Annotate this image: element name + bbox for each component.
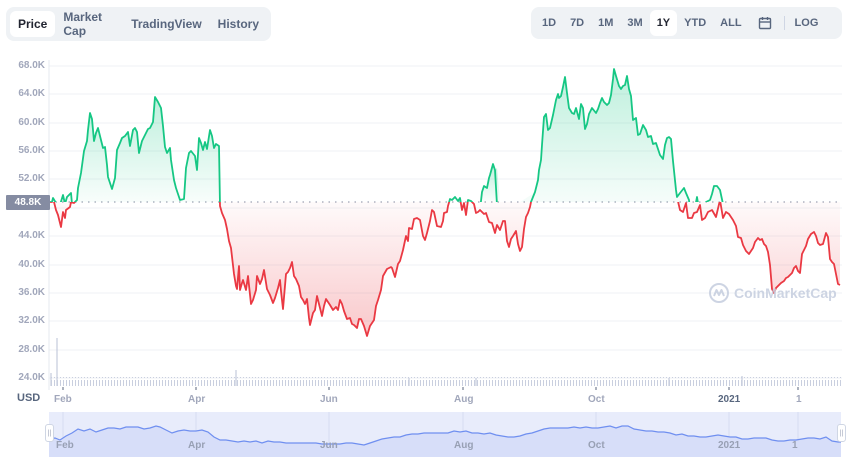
navigator-chart [48, 412, 841, 457]
navigator-x-tick: 1 [792, 440, 798, 451]
y-tick: 44.0K [18, 230, 45, 241]
navigator-x-tick: Aug [454, 440, 474, 451]
range-1d[interactable]: 1D [542, 17, 557, 29]
x-tick: Feb [54, 394, 72, 405]
navigator-left-handle[interactable]: || [45, 424, 54, 442]
price-line-down [49, 202, 841, 337]
range-ytd[interactable]: YTD [684, 17, 707, 29]
y-tick: 56.0K [18, 145, 45, 156]
y-tick: 32.0K [18, 315, 45, 326]
navigator-x-tick: Jun [320, 440, 338, 451]
navigator-x-tick: Oct [588, 440, 605, 451]
volume-bars-fill [50, 377, 842, 386]
range-3m[interactable]: 3M [627, 17, 643, 29]
watermark-text: CoinMarketCap [734, 285, 837, 301]
y-tick: 60.0K [18, 117, 45, 128]
grip-icon: || [47, 429, 52, 437]
range-1y[interactable]: 1Y [649, 10, 678, 36]
x-tick: Aug [454, 394, 474, 405]
x-tick: Apr [188, 394, 206, 405]
y-tick: 28.0K [18, 344, 45, 355]
y-tick: 64.0K [18, 88, 45, 99]
date-range-button[interactable] [749, 10, 781, 36]
divider [783, 16, 785, 30]
range-tabs: 1D 7D 1M 3M 1Y YTD ALL LOG [531, 7, 842, 39]
x-tick: 1 [796, 394, 802, 405]
coinmarketcap-logo-icon [709, 283, 729, 303]
range-1m[interactable]: 1M [598, 17, 614, 29]
x-tick: Jun [320, 394, 338, 405]
navigator-x-tick: 2021 [718, 440, 741, 451]
watermark: CoinMarketCap [708, 282, 837, 304]
tab-tradingview[interactable]: TradingView [131, 17, 202, 31]
navigator-x-tick: Feb [56, 440, 74, 451]
navigator-right-handle[interactable]: || [837, 424, 846, 442]
tab-price[interactable]: Price [10, 11, 56, 37]
current-price-badge: 48.8K [6, 195, 50, 210]
y-tick: 40.0K [18, 259, 45, 270]
y-tick: 24.0K [18, 372, 45, 383]
price-line-up [49, 68, 724, 202]
x-tick-marks [62, 387, 799, 390]
range-7d[interactable]: 7D [570, 17, 585, 29]
y-tick: 52.0K [18, 173, 45, 184]
tab-market-cap[interactable]: Market Cap [63, 10, 103, 38]
gridlines [48, 60, 842, 390]
currency-label: USD [17, 392, 41, 404]
x-tick: 2021 [718, 394, 741, 405]
y-tick: 68.0K [18, 60, 45, 71]
range-all[interactable]: ALL [720, 17, 742, 29]
calendar-icon [758, 17, 771, 30]
tab-history[interactable]: History [217, 17, 259, 31]
log-scale-toggle[interactable]: LOG [794, 17, 819, 29]
x-tick: Oct [588, 394, 605, 405]
grip-icon: || [839, 429, 844, 437]
navigator-x-tick: Apr [188, 440, 206, 451]
chart-type-tabs: Price Market Cap TradingView History [6, 7, 271, 41]
y-tick: 36.0K [18, 287, 45, 298]
